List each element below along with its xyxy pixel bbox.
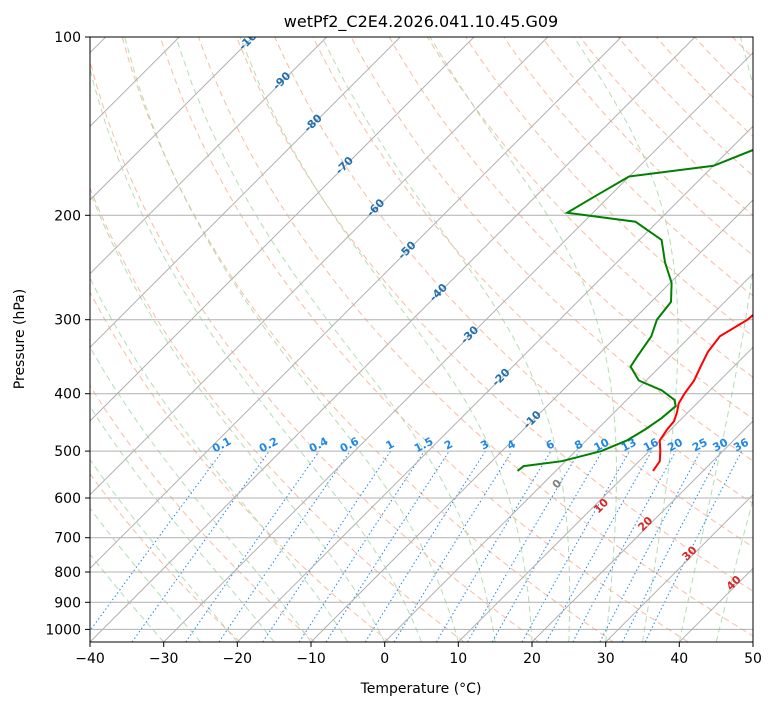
dry-adiabat — [274, 37, 753, 548]
mixing-ratio-line — [185, 450, 320, 642]
background-lines — [90, 37, 753, 642]
dry-adiabat — [617, 37, 753, 177]
x-tick-label: 50 — [744, 651, 762, 667]
x-tick-label: 30 — [597, 651, 615, 667]
dry-adiabat — [503, 37, 753, 297]
x-tick-label: −10 — [296, 651, 326, 667]
mixing-ratio-label: 36 — [731, 436, 751, 455]
x-tick-label: 0 — [380, 651, 389, 667]
mixing-ratio-label: 16 — [641, 436, 661, 455]
isotherm-line — [90, 37, 475, 422]
moist-adiabat — [321, 37, 571, 642]
y-tick-label: 100 — [54, 30, 81, 46]
x-tick-label: −40 — [75, 651, 105, 667]
isotherm-line — [531, 420, 753, 642]
dewpoint-line — [516, 148, 753, 472]
x-tick-label: −20 — [223, 651, 253, 667]
dry-adiabat — [90, 59, 540, 642]
dry-adiabat — [159, 37, 689, 642]
mixing-ratio-label: 25 — [690, 436, 710, 455]
isotherm-line — [163, 51, 753, 642]
isotherm-line — [384, 272, 753, 642]
y-tick-label: 200 — [54, 208, 81, 224]
mixing-ratio-line — [644, 450, 743, 642]
x-tick-label: 20 — [523, 651, 541, 667]
dry-adiabat — [236, 37, 753, 592]
mixing-ratio-line — [545, 450, 653, 642]
dry-adiabat — [426, 37, 753, 378]
isotherm-line — [90, 37, 328, 275]
plot-frame — [89, 36, 754, 643]
mixing-ratio-line — [325, 450, 450, 642]
isotherm-line — [90, 37, 549, 496]
y-tick-label: 600 — [54, 491, 81, 507]
y-tick-label: 500 — [54, 444, 81, 460]
mixing-ratio-line — [218, 450, 351, 642]
isotherm-line — [90, 37, 401, 349]
moist-adiabat — [90, 276, 349, 642]
moist-adiabat — [239, 37, 533, 642]
dry-adiabat — [388, 37, 753, 420]
mixing-ratio-label: 20 — [665, 436, 685, 455]
y-axis: 100 200 300 400 500 600 700 800 900 1000 — [45, 30, 90, 638]
mixing-ratio-line — [298, 450, 425, 642]
chart-title: wetPf2_C2E4.2026.041.10.45.G09 — [284, 12, 558, 32]
mixing-ratio-line — [521, 450, 630, 642]
dry-adiabat — [90, 384, 316, 642]
x-axis: −40 −30 −20 −10 0 10 20 30 40 50 — [75, 642, 762, 667]
mixing-ratio-label: 30 — [711, 436, 731, 455]
isotherm-line — [457, 346, 753, 642]
mixing-ratio-line — [90, 450, 223, 632]
mixing-ratio-label: 13 — [619, 436, 639, 455]
y-tick-label: 800 — [54, 565, 81, 581]
isotherm-line — [236, 125, 753, 642]
y-tick-label: 400 — [54, 387, 81, 403]
isotherm-line — [90, 37, 622, 570]
mixing-ratio-line — [393, 450, 513, 642]
dry-adiabat — [90, 186, 465, 642]
x-tick-label: 10 — [449, 651, 467, 667]
isotherm-line — [310, 199, 753, 642]
dry-adiabat — [198, 37, 753, 637]
plot-background — [90, 37, 753, 642]
y-axis-label: Pressure (hPa) — [12, 289, 28, 389]
mixing-ratio-line — [572, 450, 677, 642]
x-tick-label: 40 — [670, 651, 688, 667]
temperature-line — [652, 313, 753, 472]
isotherm-line — [605, 493, 753, 642]
dry-adiabat — [312, 37, 753, 505]
moist-adiabat — [429, 37, 618, 642]
y-tick-label: 700 — [54, 531, 81, 547]
mixing-ratio-line — [131, 450, 270, 642]
x-tick-label: −30 — [149, 651, 179, 667]
isotherm-line — [90, 37, 696, 642]
dry-adiabat — [90, 291, 390, 642]
isotherm-line — [90, 37, 254, 201]
x-axis-label: Temperature (°C) — [360, 681, 482, 697]
y-tick-label: 300 — [54, 313, 81, 329]
profiles — [516, 148, 753, 472]
dry-adiabat — [121, 37, 614, 642]
y-tick-label: 900 — [54, 595, 81, 611]
mixing-ratio-line — [262, 450, 392, 642]
y-tick-label: 1000 — [45, 622, 81, 638]
